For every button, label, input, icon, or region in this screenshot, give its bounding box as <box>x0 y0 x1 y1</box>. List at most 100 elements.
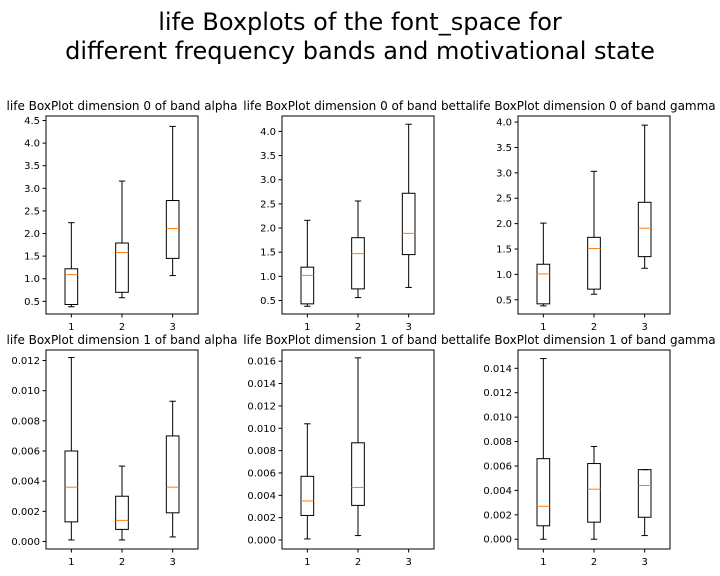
subplot-title: life BoxPlot dimension 0 of band alpha <box>7 99 238 113</box>
y-tick-label: 1.5 <box>24 252 40 263</box>
iqr-box <box>401 192 416 256</box>
y-tick-label: 2.0 <box>260 224 276 235</box>
box-3 <box>165 400 180 538</box>
x-tick-label: 2 <box>591 322 597 333</box>
y-tick-label: 0.002 <box>247 513 276 524</box>
axes-frame <box>45 349 199 550</box>
figure-title: life Boxplots of the font_space for diff… <box>0 8 720 66</box>
iqr-box <box>300 266 315 305</box>
x-tick-label: 3 <box>641 557 647 568</box>
x-tick-label: 1 <box>540 322 546 333</box>
x-tick-label: 2 <box>119 322 125 333</box>
box-2 <box>115 180 129 299</box>
y-tick-label: 3.5 <box>496 143 512 154</box>
y-tick-label: 0.5 <box>260 296 276 307</box>
x-tick-label: 1 <box>304 557 310 568</box>
subplot-title: life BoxPlot dimension 1 of band alpha <box>7 333 238 347</box>
y-tick-label: 3.5 <box>260 151 276 162</box>
y-tick-label: 0.002 <box>483 510 512 521</box>
y-tick-label: 4.5 <box>24 116 40 127</box>
iqr-box <box>64 268 79 306</box>
iqr-box <box>536 263 551 305</box>
subplot-5: life BoxPlot dimension 1 of band betta 0.… <box>243 333 472 568</box>
y-tick-label: 0.002 <box>11 507 40 518</box>
subplot-1: life BoxPlot dimension 0 of band alpha 0.… <box>7 99 238 333</box>
box-1 <box>536 222 551 307</box>
iqr-box <box>587 463 601 523</box>
y-tick-label: 4.0 <box>24 139 40 150</box>
y-tick-label: 1.0 <box>24 274 40 285</box>
y-tick-label: 1.5 <box>496 245 512 256</box>
y-tick-label: 0.006 <box>483 461 512 472</box>
subplot-title: life BoxPlot dimension 1 of band betta <box>243 333 472 347</box>
y-tick-label: 0.004 <box>11 477 40 488</box>
iqr-box <box>351 237 365 290</box>
box-3 <box>637 124 652 269</box>
y-tick-label: 0.012 <box>483 388 512 399</box>
x-tick-label: 3 <box>169 322 175 333</box>
y-tick-label: 0.006 <box>247 468 276 479</box>
x-tick-label: 2 <box>119 557 125 568</box>
x-tick-label: 1 <box>68 322 74 333</box>
x-tick-label: 1 <box>68 557 74 568</box>
y-tick-label: 2.5 <box>260 199 276 210</box>
figure-title-line-2: different frequency bands and motivation… <box>65 37 655 65</box>
y-tick-label: 3.0 <box>260 175 276 186</box>
x-tick-label: 3 <box>405 557 411 568</box>
subplot-2: life BoxPlot dimension 0 of band betta 0.… <box>243 99 472 333</box>
subplot-6: life BoxPlot dimension 1 of band gamma 0.… <box>472 333 715 568</box>
box-3 <box>165 125 180 277</box>
iqr-box <box>587 236 601 290</box>
y-tick-label: 0.008 <box>483 437 512 448</box>
x-tick-label: 1 <box>304 322 310 333</box>
y-tick-label: 0.000 <box>247 536 276 547</box>
box-2 <box>587 445 601 540</box>
box-1 <box>536 358 551 540</box>
y-tick-label: 3.0 <box>24 184 40 195</box>
iqr-box <box>637 469 652 518</box>
y-tick-label: 1.5 <box>260 248 276 259</box>
y-tick-label: 0.010 <box>11 386 40 397</box>
y-tick-label: 2.5 <box>24 206 40 217</box>
y-tick-label: 1.0 <box>260 272 276 283</box>
iqr-box <box>300 475 315 516</box>
box-3 <box>637 469 652 537</box>
x-tick-label: 1 <box>540 557 546 568</box>
y-tick-label: 2.5 <box>496 194 512 205</box>
box-1 <box>64 357 79 541</box>
x-tick-label: 3 <box>641 322 647 333</box>
y-tick-label: 0.004 <box>483 486 512 497</box>
iqr-box <box>115 242 129 293</box>
subplot-title: life BoxPlot dimension 0 of band betta <box>243 99 472 113</box>
subplot-3: life BoxPlot dimension 0 of band gamma 0.… <box>472 99 715 333</box>
y-tick-label: 2.0 <box>496 219 512 230</box>
y-tick-label: 0.006 <box>11 447 40 458</box>
y-tick-label: 0.012 <box>11 356 40 367</box>
y-tick-label: 4.0 <box>496 118 512 129</box>
y-tick-label: 0.004 <box>247 491 276 502</box>
box-3 <box>401 123 416 288</box>
x-tick-label: 2 <box>591 557 597 568</box>
y-tick-label: 0.000 <box>483 535 512 546</box>
iqr-box <box>64 450 79 523</box>
y-tick-label: 1.0 <box>496 270 512 281</box>
x-tick-label: 3 <box>405 322 411 333</box>
subplot-title: life BoxPlot dimension 1 of band gamma <box>472 333 715 347</box>
iqr-box <box>165 435 180 514</box>
iqr-box <box>115 495 129 530</box>
y-tick-label: 0.016 <box>247 357 276 368</box>
figure-title-line-1: life Boxplots of the font_space for <box>158 8 562 36</box>
y-tick-label: 3.5 <box>24 161 40 172</box>
box-1 <box>300 219 315 307</box>
box-2 <box>351 200 365 299</box>
y-tick-label: 0.010 <box>247 424 276 435</box>
y-tick-label: 0.5 <box>496 295 512 306</box>
box-1 <box>300 423 315 540</box>
y-tick-label: 2.0 <box>24 229 40 240</box>
y-tick-label: 0.008 <box>247 446 276 457</box>
iqr-box <box>165 200 180 259</box>
box-1 <box>64 222 79 308</box>
x-tick-label: 2 <box>355 557 361 568</box>
box-2 <box>587 170 601 295</box>
